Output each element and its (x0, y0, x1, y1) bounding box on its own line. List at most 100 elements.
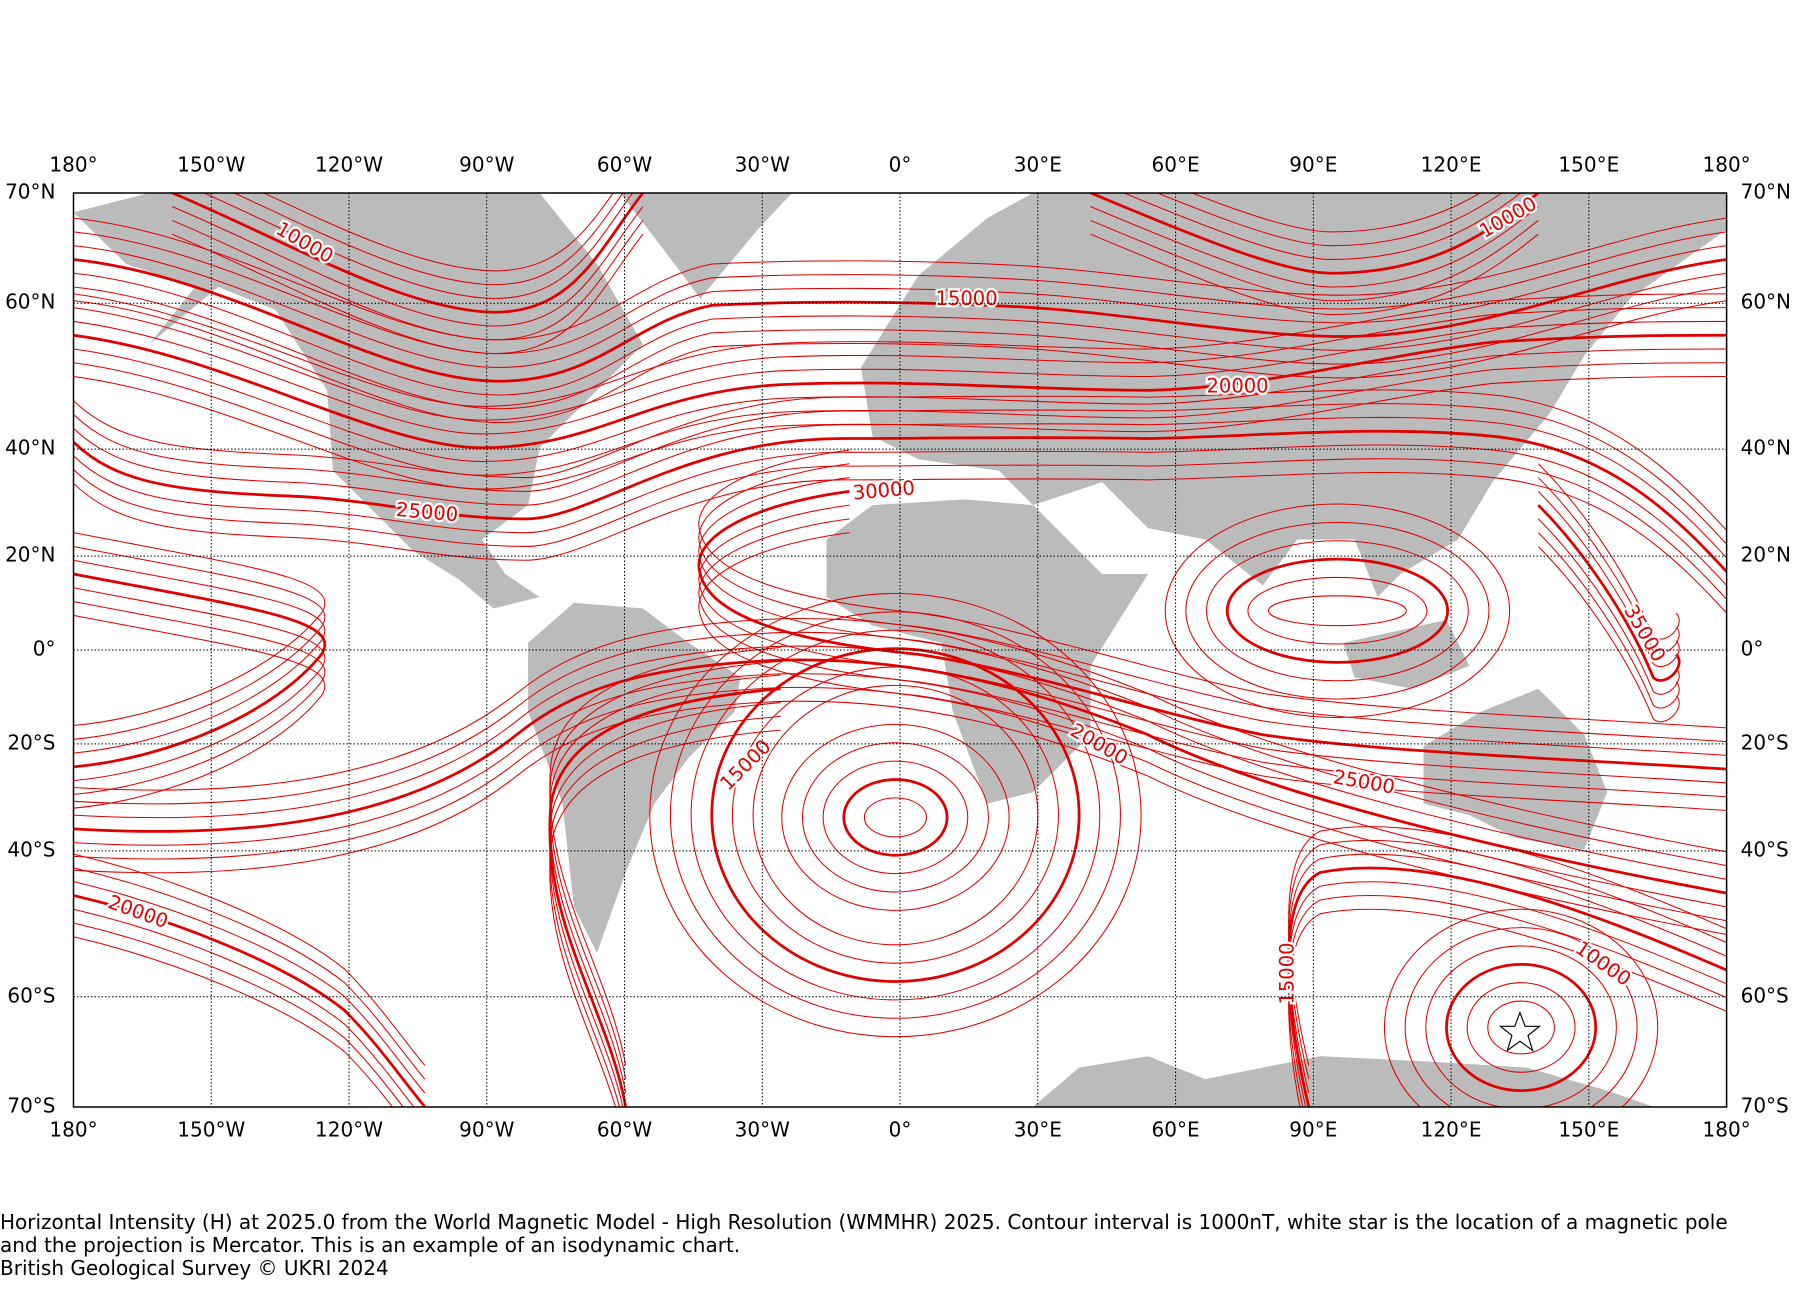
contour (73, 403, 1727, 545)
contour (73, 559, 326, 754)
contour (1537, 532, 1680, 709)
caption-line: British Geological Survey © UKRI 2024 (0, 1256, 389, 1280)
contour (73, 300, 1727, 423)
contour (1185, 521, 1490, 700)
contour (1384, 908, 1659, 1107)
contour (73, 631, 1727, 867)
south-america (528, 602, 741, 953)
x-tick-label: 180° (1703, 153, 1751, 177)
contour (1268, 595, 1407, 627)
contour (1288, 908, 1727, 1107)
contour (863, 797, 927, 838)
contour (232, 192, 624, 286)
contour (1206, 540, 1469, 682)
y-tick-label: 60°N (1741, 290, 1791, 314)
contour (752, 684, 1039, 946)
greenland (619, 192, 793, 299)
x-tick-label: 60°E (1152, 1118, 1200, 1142)
contour (1090, 233, 1539, 316)
contour (73, 320, 1727, 435)
x-tick-label: 150°W (177, 1118, 245, 1142)
contour (548, 687, 781, 1107)
y-tick-label: 70°N (1741, 180, 1791, 204)
contour (73, 881, 426, 1094)
contour (73, 444, 1727, 586)
map-frame (72, 192, 1728, 1108)
y-tick-label: 60°S (7, 983, 55, 1007)
contour (73, 333, 1727, 450)
contour (549, 715, 781, 1107)
contour (1445, 962, 1598, 1092)
x-tick-label: 150°E (1558, 1118, 1619, 1142)
x-tick-label: 90°E (1289, 1118, 1337, 1142)
contour (73, 614, 326, 809)
contour (73, 458, 1727, 600)
contour (1288, 894, 1727, 1107)
contour (1537, 518, 1680, 695)
y-tick-label: 70°S (1741, 1094, 1789, 1118)
magnetic-pole-star (1498, 1010, 1542, 1052)
y-tick-label: 60°S (1741, 983, 1789, 1007)
contour (73, 429, 1727, 573)
contour (549, 646, 781, 1066)
contour (698, 518, 1727, 798)
contour (710, 647, 1081, 983)
y-tick-label: 40°S (7, 837, 55, 861)
contour (697, 489, 1727, 771)
y-tick-label: 20°S (7, 730, 55, 754)
contour (73, 894, 426, 1107)
caption: Horizontal Intensity (H) at 2025.0 from … (0, 1211, 1800, 1280)
contour (73, 686, 1727, 922)
contours (73, 192, 1727, 1107)
contour (73, 658, 1727, 895)
axes: 180° 180° 150°W 150°W 120°W 120°W 90°W 90°W 60°W… (5, 153, 1791, 1142)
contour (73, 293, 1727, 407)
x-tick-label: 90°W (459, 153, 514, 177)
y-tick-label: 20°N (1741, 543, 1791, 567)
x-tick-label: 0° (889, 153, 912, 177)
x-tick-label: 60°E (1152, 153, 1200, 177)
eurasia (861, 192, 1727, 597)
contour (1247, 576, 1428, 645)
contour (781, 723, 1010, 911)
contour (1288, 853, 1727, 1094)
contour (1122, 192, 1522, 260)
contour (73, 853, 426, 1066)
contour (698, 532, 1727, 812)
contour-label: 35000 (1619, 601, 1670, 666)
contour (698, 463, 1727, 743)
contour (73, 272, 1727, 396)
x-tick-label: 90°W (459, 1118, 514, 1142)
contour (1288, 881, 1727, 1107)
contour-label: 30000 (852, 476, 916, 504)
y-tick-label: 70°N (5, 180, 55, 204)
contour-label: 25000 (1331, 765, 1396, 798)
contour (549, 702, 781, 1107)
contour (1190, 192, 1482, 233)
contour (73, 258, 1727, 383)
x-tick-label: 120°E (1421, 1118, 1482, 1142)
contour (690, 629, 1101, 1001)
contour (73, 700, 1727, 935)
contour-label: 15000 (1276, 942, 1299, 1004)
contour (73, 286, 1727, 410)
contour (1537, 490, 1680, 668)
contour (1487, 1000, 1555, 1055)
indonesia (1343, 619, 1470, 689)
contour (1090, 192, 1540, 275)
caption-line: Horizontal Intensity (H) at 2025.0 from … (0, 1211, 1728, 1234)
contour (698, 449, 1727, 729)
contour (73, 618, 1727, 853)
contour (73, 532, 326, 727)
contour (1537, 463, 1680, 640)
contour (73, 416, 1727, 559)
contour (73, 472, 1727, 614)
contour (73, 587, 326, 782)
x-tick-label: 120°W (315, 153, 383, 177)
y-tick-label: 40°N (1741, 436, 1791, 460)
y-tick-label: 40°S (1741, 837, 1789, 861)
y-tick-label: 20°S (1741, 730, 1789, 754)
contour (1090, 219, 1539, 302)
contour (1537, 546, 1680, 723)
contour (73, 389, 1727, 531)
